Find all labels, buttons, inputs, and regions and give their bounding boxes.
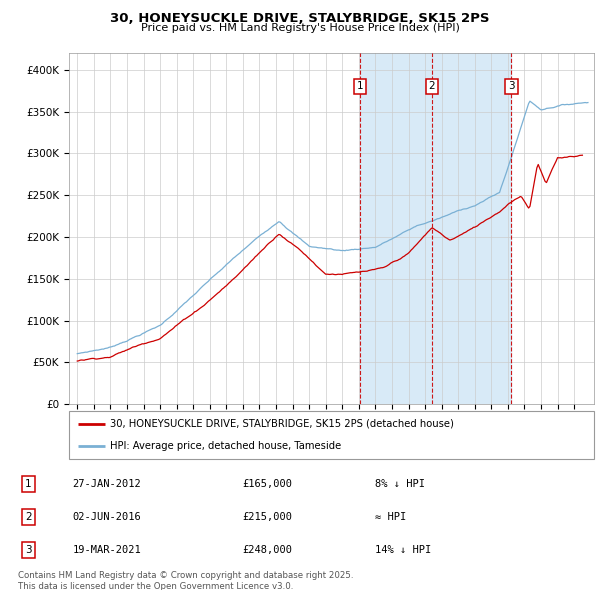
Text: Price paid vs. HM Land Registry's House Price Index (HPI): Price paid vs. HM Land Registry's House … [140, 23, 460, 33]
Text: 19-MAR-2021: 19-MAR-2021 [73, 545, 142, 555]
Text: HPI: Average price, detached house, Tameside: HPI: Average price, detached house, Tame… [110, 441, 341, 451]
Text: 30, HONEYSUCKLE DRIVE, STALYBRIDGE, SK15 2PS (detached house): 30, HONEYSUCKLE DRIVE, STALYBRIDGE, SK15… [110, 419, 454, 429]
Text: 2: 2 [429, 81, 436, 91]
Text: 8% ↓ HPI: 8% ↓ HPI [375, 479, 425, 489]
Text: 02-JUN-2016: 02-JUN-2016 [73, 512, 142, 522]
Text: £165,000: £165,000 [242, 479, 293, 489]
Text: 1: 1 [356, 81, 363, 91]
Text: 1: 1 [25, 479, 32, 489]
Text: 30, HONEYSUCKLE DRIVE, STALYBRIDGE, SK15 2PS: 30, HONEYSUCKLE DRIVE, STALYBRIDGE, SK15… [110, 12, 490, 25]
Text: 3: 3 [25, 545, 32, 555]
Text: £215,000: £215,000 [242, 512, 293, 522]
Text: Contains HM Land Registry data © Crown copyright and database right 2025.
This d: Contains HM Land Registry data © Crown c… [18, 571, 353, 590]
Text: 14% ↓ HPI: 14% ↓ HPI [375, 545, 431, 555]
Bar [360, 53, 511, 404]
Text: ≈ HPI: ≈ HPI [375, 512, 406, 522]
FancyBboxPatch shape [69, 411, 594, 459]
Text: £248,000: £248,000 [242, 545, 293, 555]
Text: 3: 3 [508, 81, 515, 91]
Text: 2: 2 [25, 512, 32, 522]
Text: 27-JAN-2012: 27-JAN-2012 [73, 479, 142, 489]
